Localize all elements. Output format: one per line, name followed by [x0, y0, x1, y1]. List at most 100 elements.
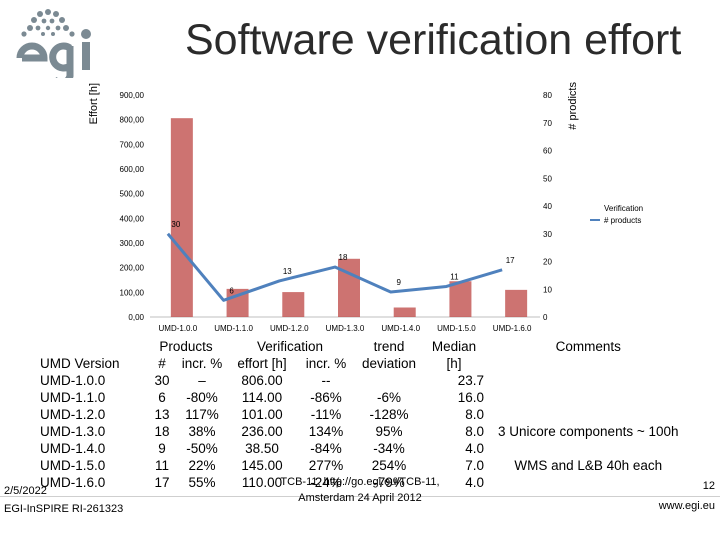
y-tick-label: 400,00 [120, 214, 145, 223]
y-tick-label: 600,00 [120, 165, 145, 174]
bar-series [170, 118, 528, 317]
footer-date: 2/5/2022 [4, 485, 47, 497]
y-tick-label: 700,00 [120, 140, 145, 149]
chart-axes: 0,00 100,00 200,00 300,00 400,00 500,00 600,00… [88, 82, 579, 333]
table-cell-median: 7.0 [465, 458, 484, 473]
footer-left: 2/5/2022 EGI-InSPIRE RI-261323 [4, 482, 123, 518]
y2-tick-label: 20 [543, 258, 552, 267]
table-row: UMD-1.0.0 30 – 806.00 -- 23.7 [40, 372, 679, 389]
table-cell-comment: 3 Unicore components ~ 100h [498, 424, 679, 439]
table-cell-comment [498, 440, 679, 457]
table-cell-effort: 101.00 [241, 407, 283, 422]
footer-event-line1: TCB-11, http://go.egi.eu/TCB-11, [280, 476, 440, 488]
table-cell-effort: 114.00 [241, 390, 283, 405]
header-median: Median [431, 339, 477, 354]
bar [338, 258, 360, 317]
effort-chart: 0,00 100,00 200,00 300,00 400,00 500,00 600,00… [88, 82, 579, 333]
table-cell-version: UMD-1.2.0 [40, 407, 106, 422]
footer-right: 12 www.egi.eu [640, 476, 715, 516]
table-cell-eincr: -84% [310, 441, 342, 456]
y2-tick-label: 70 [543, 119, 552, 128]
y-tick-label: 900,00 [120, 91, 145, 100]
footer-divider [0, 496, 720, 497]
data-label: 17 [506, 256, 515, 265]
header-deviation: deviation [361, 356, 417, 371]
table-cell-eincr: -86% [310, 390, 342, 405]
footer-event: TCB-11, http://go.egi.eu/TCB-11, Amsterd… [230, 474, 490, 506]
x-tick-label: UMD-1.3.0 [326, 324, 365, 333]
x-tick-label: UMD-1.1.0 [214, 324, 253, 333]
y-tick-label: 500,00 [120, 190, 145, 199]
table-cell-eincr: -24% [310, 475, 342, 490]
table-cell-n: 30 [154, 373, 170, 388]
y-tick-label: 0,00 [128, 313, 144, 322]
table-cell-effort: 236.00 [241, 424, 283, 439]
table-header-row-top: Products Verification trend Median Comme… [40, 338, 679, 355]
y2-tick-label: 0 [543, 313, 548, 322]
table-cell-comment: WMS and L&B 40h each [514, 458, 663, 473]
table-row: UMD-1.1.0 6 -80% 114.00 -86% -6% 16.0 [40, 389, 679, 406]
legend-label: # products [604, 215, 642, 225]
table-cell-eincr: 134% [308, 424, 344, 439]
table-cell-incr: 117% [185, 407, 219, 422]
table-cell-n: 6 [158, 390, 166, 405]
table-cell-n: 9 [158, 441, 166, 456]
table-cell-version: UMD-1.5.0 [40, 458, 106, 473]
data-label: 13 [283, 267, 292, 276]
header-effort-incr: incr. % [305, 356, 347, 371]
data-labels: 30 6 13 18 9 11 17 [171, 220, 515, 296]
table-row: UMD-1.4.0 9 -50% 38.50 -84% -34% 4.0 [40, 440, 679, 457]
table-cell-incr: -50% [186, 441, 218, 456]
table-cell-trend: -128% [369, 407, 409, 422]
page-title: Software verification effort [185, 16, 682, 64]
y2-axis-title: # prodicts [567, 82, 579, 130]
y2-tick-label: 10 [543, 285, 552, 294]
x-tick-label: UMD-1.6.0 [493, 324, 532, 333]
table-cell-n: 13 [154, 407, 170, 422]
header-unit: [h] [446, 356, 462, 371]
legend-item-products: # products [590, 214, 650, 226]
table-cell-effort: 110.00 [241, 475, 283, 490]
y2-tick-label: 30 [543, 230, 552, 239]
table-cell-comment [498, 389, 679, 406]
table-cell-comment [498, 406, 679, 423]
bar [449, 281, 472, 317]
table-cell-trend: -79% [373, 475, 405, 490]
bar [393, 307, 416, 317]
table-cell-median: 16.0 [457, 390, 484, 405]
table-row: UMD-1.6.0 17 55% 110.00 -24% -79% 4.0 [40, 474, 679, 491]
table-cell-version: UMD-1.3.0 [40, 424, 106, 439]
table-cell-effort: 38.50 [245, 441, 279, 456]
table-header-row-bottom: UMD Version # incr. % effort [h] incr. %… [40, 355, 679, 372]
footer-url: www.egi.eu [658, 500, 715, 512]
table-cell-median: 4.0 [465, 475, 484, 490]
effort-table: Products Verification trend Median Comme… [40, 338, 679, 491]
y-tick-label: 200,00 [120, 264, 145, 273]
legend-swatch-line [590, 219, 600, 221]
table-row: UMD-1.2.0 13 117% 101.00 -11% -128% 8.0 [40, 406, 679, 423]
data-label: 30 [171, 220, 180, 229]
table-cell-eincr: 277% [308, 458, 344, 473]
table-cell-n: 11 [154, 458, 169, 473]
header-count: # [158, 356, 166, 371]
footer-page-number: 12 [702, 480, 715, 492]
x-tick-label: UMD-1.0.0 [159, 324, 198, 333]
y-tick-label: 800,00 [120, 116, 145, 125]
header-effort: effort [h] [237, 356, 287, 371]
table-cell-incr: 22% [188, 458, 216, 473]
y2-tick-label: 50 [543, 174, 552, 183]
bar [505, 289, 528, 317]
data-label: 6 [229, 286, 234, 295]
header-products-incr: incr. % [181, 356, 223, 371]
table-cell-n: 18 [154, 424, 170, 439]
table-cell-incr: 38% [188, 424, 216, 439]
table-cell-effort: 145.00 [241, 458, 283, 473]
data-label: 9 [396, 278, 401, 287]
table-cell-median: 4.0 [465, 441, 484, 456]
data-label: 11 [450, 272, 459, 281]
header-verification: Verification [256, 339, 324, 354]
table-cell-version: UMD-1.4.0 [40, 441, 106, 456]
table-cell-incr: -80% [186, 390, 218, 405]
table-cell-trend: 254% [371, 458, 407, 473]
table-cell-version: UMD-1.6.0 [40, 475, 106, 490]
